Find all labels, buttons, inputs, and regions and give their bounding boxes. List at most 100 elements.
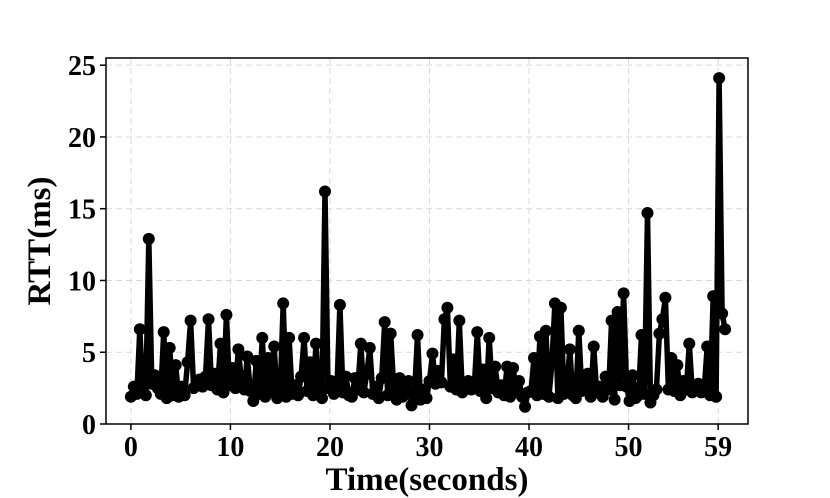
data-point-132 bbox=[519, 400, 532, 413]
data-point-155 bbox=[587, 340, 600, 353]
data-point-88 bbox=[387, 382, 400, 395]
data-point-110 bbox=[453, 314, 466, 327]
data-point-53 bbox=[283, 331, 296, 344]
data-point-153 bbox=[581, 367, 594, 380]
data-point-6 bbox=[142, 232, 155, 245]
data-point-178 bbox=[656, 313, 669, 326]
series-rtt bbox=[124, 72, 732, 413]
data-point-183 bbox=[671, 359, 684, 372]
data-point-19 bbox=[181, 356, 194, 369]
data-point-104 bbox=[435, 376, 448, 389]
axis-ticks: 0 10 20 30 40 50 59 0 5 10 15 20 25 bbox=[68, 51, 732, 463]
data-point-171 bbox=[635, 329, 648, 342]
data-point-130 bbox=[513, 374, 526, 387]
data-point-119 bbox=[480, 392, 493, 405]
data-point-34 bbox=[226, 362, 239, 375]
data-point-193 bbox=[701, 340, 714, 353]
data-point-57 bbox=[295, 370, 308, 383]
data-point-160 bbox=[602, 383, 615, 396]
data-point-150 bbox=[572, 324, 585, 337]
data-point-11 bbox=[157, 326, 170, 339]
data-point-56 bbox=[292, 389, 305, 402]
x-tick-label-6: 59 bbox=[704, 432, 732, 463]
data-point-77 bbox=[354, 337, 367, 350]
data-point-147 bbox=[563, 343, 576, 356]
data-point-118 bbox=[477, 363, 490, 376]
data-point-162 bbox=[608, 393, 621, 406]
data-point-62 bbox=[310, 337, 323, 350]
data-point-196 bbox=[710, 390, 723, 403]
data-point-70 bbox=[333, 298, 346, 311]
data-point-128 bbox=[507, 362, 520, 375]
data-point-94 bbox=[405, 399, 418, 412]
data-point-8 bbox=[148, 369, 161, 382]
data-point-176 bbox=[650, 383, 663, 396]
data-point-78 bbox=[357, 386, 370, 399]
data-point-28 bbox=[208, 367, 221, 380]
data-point-64 bbox=[315, 392, 328, 405]
data-point-135 bbox=[528, 351, 540, 364]
data-point-103 bbox=[432, 364, 445, 377]
data-point-198 bbox=[716, 307, 729, 320]
data-point-139 bbox=[539, 324, 552, 337]
data-point-79 bbox=[360, 367, 373, 380]
data-point-96 bbox=[411, 329, 424, 342]
data-point-18 bbox=[178, 389, 191, 402]
data-point-5 bbox=[139, 389, 152, 402]
y-tick-label-1: 5 bbox=[82, 338, 96, 369]
data-point-30 bbox=[214, 337, 227, 350]
data-point-141 bbox=[545, 357, 558, 370]
data-point-65 bbox=[318, 185, 331, 198]
data-point-84 bbox=[375, 372, 388, 385]
data-point-99 bbox=[420, 392, 433, 405]
data-point-24 bbox=[196, 380, 209, 393]
data-point-20 bbox=[184, 314, 197, 327]
data-point-116 bbox=[471, 326, 484, 339]
data-point-124 bbox=[495, 379, 508, 392]
y-tick-label-0: 0 bbox=[82, 410, 96, 441]
x-tick-label-1: 10 bbox=[216, 432, 244, 463]
data-point-48 bbox=[268, 340, 281, 353]
data-point-75 bbox=[348, 372, 361, 385]
data-point-101 bbox=[426, 347, 439, 360]
data-point-195 bbox=[707, 290, 720, 303]
data-point-82 bbox=[369, 380, 382, 393]
data-point-172 bbox=[638, 387, 651, 400]
data-point-39 bbox=[241, 350, 254, 363]
data-point-199 bbox=[719, 323, 732, 336]
data-point-80 bbox=[363, 341, 376, 354]
data-point-173 bbox=[641, 207, 654, 220]
y-tick-label-3: 15 bbox=[68, 195, 96, 226]
data-point-32 bbox=[220, 308, 233, 321]
data-point-105 bbox=[438, 313, 451, 326]
data-point-168 bbox=[626, 369, 639, 382]
x-tick-label-2: 20 bbox=[316, 432, 344, 463]
data-point-72 bbox=[339, 370, 352, 383]
data-point-15 bbox=[169, 359, 182, 372]
data-point-67 bbox=[324, 374, 337, 387]
x-tick-label-3: 30 bbox=[415, 432, 443, 463]
data-point-106 bbox=[441, 301, 454, 314]
data-point-197 bbox=[713, 72, 726, 85]
data-point-152 bbox=[578, 382, 591, 395]
x-axis-title: Time(seconds) bbox=[326, 462, 529, 498]
data-point-46 bbox=[262, 351, 275, 364]
data-point-108 bbox=[447, 353, 460, 366]
data-point-13 bbox=[163, 341, 176, 354]
data-point-42 bbox=[250, 354, 263, 367]
y-axis-title: RTT(ms) bbox=[22, 176, 58, 305]
data-point-144 bbox=[554, 301, 567, 314]
y-tick-label-2: 10 bbox=[68, 266, 96, 297]
data-point-55 bbox=[289, 379, 302, 392]
data-point-85 bbox=[378, 316, 391, 329]
data-point-58 bbox=[298, 331, 311, 344]
data-point-60 bbox=[304, 356, 317, 369]
data-point-161 bbox=[605, 314, 618, 327]
data-point-3 bbox=[133, 323, 146, 336]
data-point-44 bbox=[256, 331, 269, 344]
y-tick-label-4: 20 bbox=[68, 123, 96, 154]
data-point-120 bbox=[483, 331, 496, 344]
x-tick-label-5: 50 bbox=[615, 432, 643, 463]
data-point-87 bbox=[384, 327, 397, 340]
x-tick-label-4: 40 bbox=[515, 432, 543, 463]
